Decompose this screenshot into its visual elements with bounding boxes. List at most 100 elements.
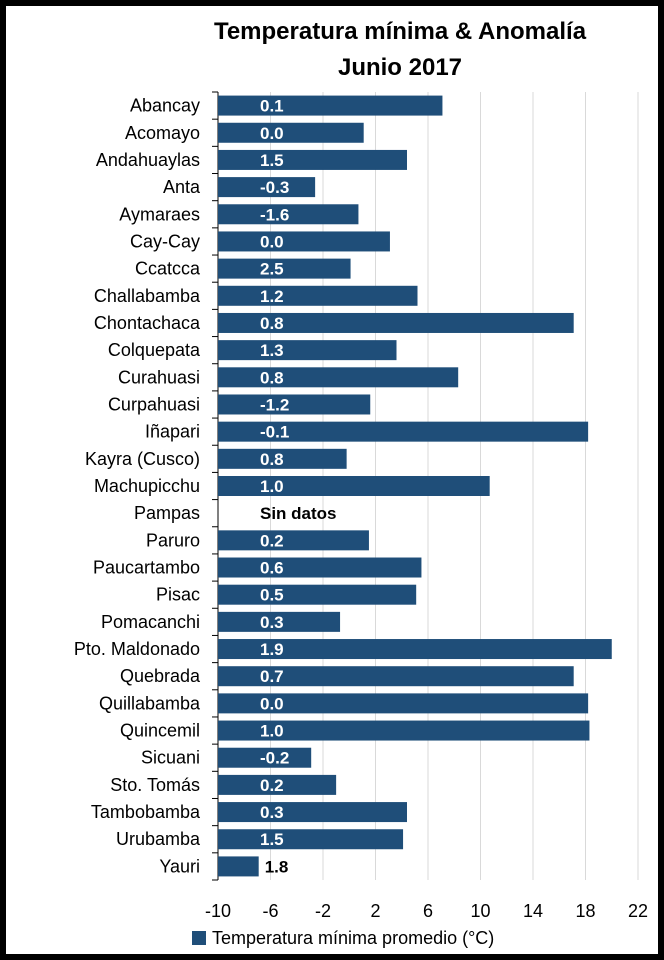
bar	[218, 122, 364, 143]
data-label: 0.0	[260, 694, 284, 713]
data-label: 0.8	[260, 450, 284, 469]
category-label: Quebrada	[120, 666, 201, 686]
legend-label: Temperatura mínima promedio (°C)	[212, 928, 494, 948]
bar	[218, 774, 337, 795]
bar	[218, 177, 316, 198]
bar	[218, 693, 589, 714]
bars	[218, 95, 612, 877]
data-label: 0.8	[260, 368, 284, 387]
category-label: Quillabamba	[99, 693, 201, 713]
chart-title: Temperatura mínima & Anomalía	[213, 18, 587, 45]
data-label: 0.0	[260, 124, 284, 143]
data-label: 1.0	[260, 477, 284, 496]
category-label: Paucartambo	[93, 558, 200, 578]
data-label: -1.2	[260, 395, 289, 414]
x-tick-label: 2	[370, 901, 380, 921]
data-label: 0.1	[260, 97, 284, 116]
bar	[218, 802, 407, 823]
bar	[218, 231, 390, 252]
x-tick-label: -2	[315, 901, 331, 921]
category-label: Challabamba	[94, 286, 201, 306]
category-label: Tambobamba	[91, 802, 201, 822]
category-label: Aymaraes	[119, 204, 200, 224]
category-label: Yauri	[159, 856, 200, 876]
category-label: Abancay	[130, 96, 200, 116]
category-label: Pisac	[156, 585, 200, 605]
legend: Temperatura mínima promedio (°C)	[192, 928, 494, 948]
data-label: 2.5	[260, 260, 284, 279]
bar	[218, 258, 351, 279]
category-label: Kayra (Cusco)	[85, 449, 200, 469]
bar	[218, 448, 347, 469]
bar	[218, 312, 574, 333]
category-label: Pomacanchi	[101, 612, 200, 632]
bar	[218, 394, 371, 415]
bar	[218, 530, 369, 551]
data-label: -0.3	[260, 178, 289, 197]
bar	[218, 747, 312, 768]
category-label: Quincemil	[120, 721, 200, 741]
category-label: Anta	[163, 177, 201, 197]
data-label: 0.2	[260, 531, 284, 550]
x-tick-label: 6	[423, 901, 433, 921]
data-label: 0.7	[260, 667, 284, 686]
category-label: Colquepata	[108, 340, 201, 360]
x-tick-label: 18	[575, 901, 595, 921]
bar	[218, 639, 612, 660]
category-labels: Abancay Acomayo Andahuaylas Anta Aymaraes Cay…	[74, 96, 201, 877]
data-label: -0.1	[260, 423, 289, 442]
data-label: 1.8	[265, 857, 289, 876]
x-tick-label: 10	[470, 901, 490, 921]
category-label: Curpahuasi	[108, 394, 200, 414]
data-label: 1.9	[260, 640, 284, 659]
bar	[218, 421, 589, 442]
bar	[218, 340, 397, 361]
data-label: 0.6	[260, 559, 284, 578]
data-label: 0.2	[260, 776, 284, 795]
bar	[218, 611, 341, 632]
x-tick-labels: -10 -6 -2 2 6 10 14 18 22	[205, 901, 648, 921]
bar	[218, 367, 459, 388]
category-label: Cay-Cay	[130, 231, 200, 251]
data-label: -0.2	[260, 749, 289, 768]
category-label: Pto. Maldonado	[74, 639, 200, 659]
bar	[218, 856, 259, 877]
data-label: 1.5	[260, 151, 284, 170]
bar	[218, 584, 417, 605]
data-label: 0.5	[260, 586, 284, 605]
bar	[218, 285, 418, 306]
data-label: Sin datos	[260, 504, 337, 523]
data-label: 0.0	[260, 232, 284, 251]
category-label: Iñapari	[145, 422, 200, 442]
category-label: Sto. Tomás	[110, 775, 200, 795]
bar	[218, 95, 443, 116]
x-tick-label: 14	[523, 901, 543, 921]
category-label: Ccatcca	[135, 259, 201, 279]
x-tick-label: -6	[262, 901, 278, 921]
bar	[218, 557, 422, 578]
data-label: 0.3	[260, 803, 284, 822]
data-labels: 0.1 0.0 1.5 -0.3 -1.6 0.0 2.5 1.2 0.8 1.3 0.8 -1.2 -…	[260, 97, 337, 877]
category-label: Curahuasi	[118, 367, 200, 387]
bar	[218, 149, 407, 170]
category-label: Machupicchu	[94, 476, 200, 496]
data-label: 1.2	[260, 287, 284, 306]
x-tick-label: 22	[628, 901, 648, 921]
category-label: Sicuani	[141, 748, 200, 768]
x-tick-label: -10	[205, 901, 231, 921]
category-label: Chontachaca	[94, 313, 201, 333]
category-label: Paruro	[146, 530, 200, 550]
category-label: Andahuaylas	[96, 150, 200, 170]
bar	[218, 720, 590, 741]
bar	[218, 204, 359, 225]
data-label: 0.3	[260, 613, 284, 632]
data-label: 1.0	[260, 722, 284, 741]
data-label: 1.5	[260, 830, 284, 849]
data-label: 1.3	[260, 341, 284, 360]
category-label: Acomayo	[125, 123, 200, 143]
bar	[218, 476, 490, 496]
bar	[218, 829, 404, 850]
bar	[218, 666, 574, 687]
category-label: Urubamba	[116, 829, 201, 849]
